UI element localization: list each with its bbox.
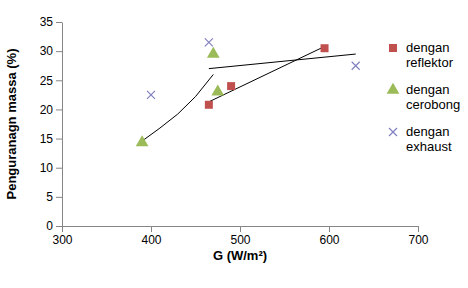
tick: 35 [40, 15, 62, 29]
tick-label: 25 [40, 74, 54, 88]
point [207, 47, 220, 58]
tick-label: 30 [40, 44, 54, 58]
tick-mark [240, 226, 241, 232]
chart: 300 400 500 600 700 0 5 10 15 20 25 30 35 G (W/m²) Pen… [0, 0, 468, 288]
tick-mark [56, 168, 62, 169]
marks [136, 38, 360, 146]
trend-line [209, 54, 356, 69]
tick-mark [56, 226, 62, 227]
tick-mark [56, 139, 62, 140]
tick-label: 10 [40, 161, 54, 175]
tick: 30 [40, 44, 62, 58]
tick-label: 5 [46, 190, 53, 204]
tick-mark [56, 22, 62, 23]
axis-line [62, 23, 63, 227]
tick: 700 [408, 226, 428, 247]
tick-label: 35 [40, 15, 54, 29]
trend-line [144, 74, 213, 139]
tick-mark [329, 226, 330, 232]
legend-marker [389, 128, 397, 136]
tick-label: 400 [141, 233, 161, 247]
point [211, 85, 224, 96]
point [205, 101, 213, 109]
legend-label: denganexhaust [406, 124, 452, 154]
legend-label: denganreflektor [406, 40, 454, 70]
tick-label: 700 [408, 233, 428, 247]
tick-label: 15 [40, 132, 54, 146]
tick: 25 [40, 74, 62, 88]
tick-label: 300 [52, 233, 72, 247]
point [321, 44, 329, 52]
y-axis-title: Penguranagn massa (%) [4, 49, 19, 200]
tick-mark [151, 226, 152, 232]
tick: 15 [40, 132, 62, 146]
legend-label: dengancerobong [406, 82, 460, 112]
tick-label: 500 [230, 233, 250, 247]
tick: 400 [141, 226, 161, 247]
x-axis-title: G (W/m²) [213, 248, 267, 263]
tick: 5 [46, 190, 62, 204]
tick: 0 [46, 219, 62, 233]
tick-mark [418, 226, 419, 232]
tick-mark [56, 51, 62, 52]
legend-marker [389, 44, 397, 52]
y-axis: 0 5 10 15 20 25 30 35 [40, 15, 63, 233]
x-axis: 300 400 500 600 700 [52, 226, 428, 247]
tick-mark [62, 226, 63, 232]
point [227, 82, 235, 90]
tick: 20 [40, 103, 62, 117]
tick: 300 [52, 226, 72, 247]
tick-label: 0 [46, 219, 53, 233]
point [205, 38, 213, 46]
legend-item: denganexhaust [389, 124, 452, 154]
tick-mark [56, 80, 62, 81]
plot: 300 400 500 600 700 0 5 10 15 20 25 30 35 [40, 15, 429, 246]
point [147, 91, 155, 99]
tick: 600 [319, 226, 339, 247]
legend-item: dengancerobong [387, 82, 461, 112]
point [352, 62, 360, 70]
trend-line [209, 46, 325, 101]
tick-label: 600 [319, 233, 339, 247]
legend-item: denganreflektor [389, 40, 454, 70]
tick-mark [56, 197, 62, 198]
tick: 10 [40, 161, 62, 175]
tick: 500 [230, 226, 250, 247]
tick-mark [56, 109, 62, 110]
point [136, 135, 149, 146]
legend-marker [387, 83, 400, 94]
tick-label: 20 [40, 103, 54, 117]
legend: denganreflektor dengancerobong denganexhau… [387, 40, 461, 154]
